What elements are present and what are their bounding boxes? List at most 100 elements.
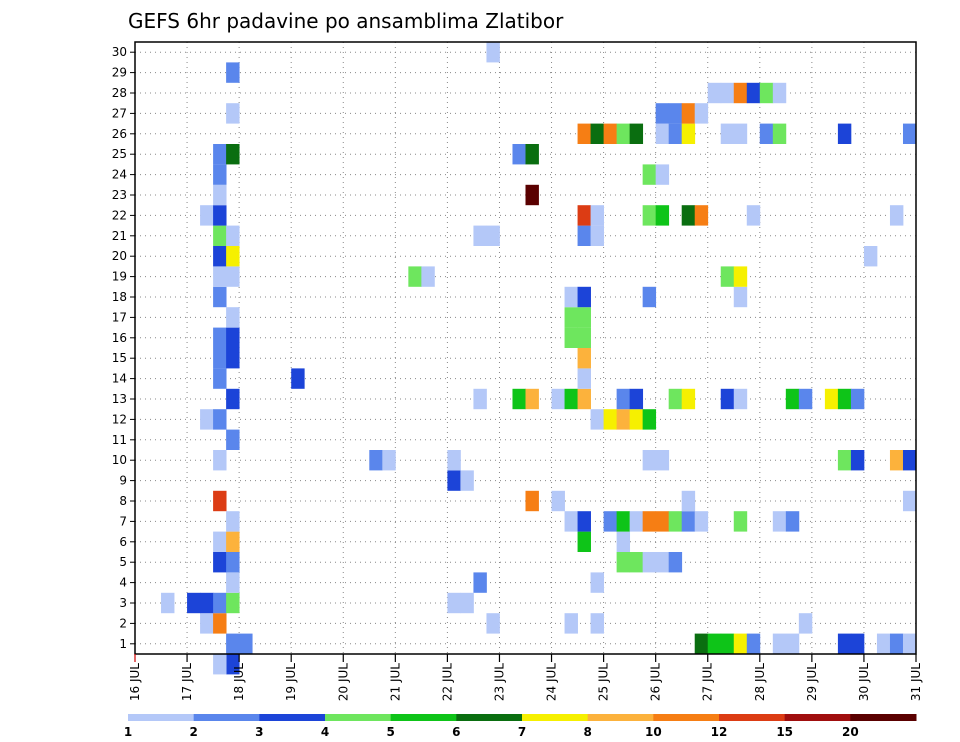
heatmap-cell [577, 388, 591, 410]
heatmap-cell [733, 388, 748, 410]
y-tick-label: 13 [112, 392, 127, 406]
heatmap-cell [577, 531, 591, 552]
x-tick-label: 26 JUL [649, 663, 663, 701]
heatmap-cell [564, 511, 578, 532]
y-tick-label: 1 [119, 637, 127, 651]
y-tick-label: 8 [119, 494, 127, 508]
heatmap-cell [798, 388, 813, 410]
colorbar-swatch [390, 714, 457, 721]
heatmap-cell [746, 205, 761, 226]
heatmap-cell [291, 368, 305, 389]
heatmap-cell [694, 633, 709, 654]
x-tick-label: 28 JUL [753, 663, 767, 701]
heatmap-cell [681, 205, 696, 226]
heatmap-cell [525, 184, 539, 206]
colorbar-label: 3 [255, 725, 263, 739]
heatmap-cell [603, 511, 618, 532]
heatmap-cell [720, 123, 735, 144]
heatmap-cell [161, 592, 175, 614]
heatmap-cell [213, 348, 227, 369]
heatmap-cell [733, 511, 748, 532]
heatmap-cell [213, 144, 227, 165]
heatmap-cell [577, 307, 591, 328]
heatmap-cell [577, 123, 591, 144]
y-tick-label: 16 [112, 331, 127, 345]
x-tick-label: 19 JUL [284, 663, 298, 701]
heatmap-cell [486, 613, 500, 634]
heatmap-cell [369, 450, 383, 471]
y-tick-label: 18 [112, 290, 127, 304]
heatmap-cell [616, 123, 631, 144]
heatmap-cell [681, 490, 696, 512]
heatmap-cell [551, 388, 565, 410]
heatmap-cell [681, 388, 696, 410]
y-tick-label: 29 [112, 66, 127, 80]
heatmap-cell [655, 164, 670, 185]
colorbar-label: 20 [842, 725, 859, 739]
heatmap-cell [785, 511, 800, 532]
heatmap-cell [226, 327, 240, 348]
heatmap-cell [733, 123, 748, 144]
colorbar-swatch [456, 714, 523, 721]
colorbar-label: 4 [321, 725, 329, 739]
heatmap-cell [746, 82, 761, 104]
heatmap-cell [668, 123, 683, 144]
heatmap-cell [733, 633, 748, 654]
heatmap-cell [772, 123, 787, 144]
heatmap-cell [226, 388, 240, 410]
heatmap-cell [590, 205, 604, 226]
x-tick-label: 31 JUL [909, 663, 923, 701]
heatmap-cell [460, 470, 474, 491]
y-tick-label: 2 [119, 616, 127, 630]
heatmap-cell [382, 450, 396, 471]
heatmap-cell [226, 633, 240, 654]
heatmap-cell [226, 348, 240, 369]
heatmap-cell [876, 633, 891, 654]
heatmap-cell [837, 450, 852, 471]
colorbar-label: 10 [645, 725, 662, 739]
heatmap-cell [213, 654, 227, 675]
heatmap-cell [785, 388, 800, 410]
heatmap-cell [629, 409, 644, 430]
heatmap-cell [772, 511, 787, 532]
heatmap-cell [902, 633, 917, 654]
x-tick-label: 22 JUL [440, 663, 454, 701]
heatmap-cell [590, 613, 604, 634]
heatmap-cell [837, 633, 852, 654]
heatmap-cell [213, 368, 227, 389]
heatmap-cell [408, 266, 422, 287]
heatmap-cell [616, 409, 631, 430]
heatmap-cell [772, 633, 787, 654]
heatmap-cell [226, 266, 240, 287]
heatmap-cell [616, 531, 631, 552]
heatmap-cell [564, 286, 578, 308]
heatmap-cell [707, 633, 722, 654]
x-tick-label: 18 JUL [232, 663, 246, 701]
heatmap-cell [655, 205, 670, 226]
heatmap-cell [616, 552, 631, 573]
heatmap-cell [200, 592, 214, 614]
y-tick-label: 15 [112, 351, 127, 365]
heatmap-cell [629, 552, 644, 573]
heatmap-cell [239, 633, 253, 654]
colorbar-label: 15 [776, 725, 793, 739]
heatmap-cell [785, 633, 800, 654]
heatmap-cell [655, 450, 670, 471]
heatmap-cell [512, 144, 526, 165]
colorbar-label: 2 [189, 725, 197, 739]
heatmap-cell [863, 246, 878, 267]
heatmap-cell [824, 388, 839, 410]
heatmap-cell [655, 123, 670, 144]
colorbar-swatch [193, 714, 260, 721]
heatmap-cell [226, 103, 240, 124]
colorbar-swatch [784, 714, 851, 721]
heatmap-cell [473, 225, 487, 246]
heatmap-cell [200, 409, 214, 430]
heatmap-cell [655, 103, 670, 124]
heatmap-cell [642, 164, 657, 185]
heatmap-cell [720, 82, 735, 104]
heatmap-cell [226, 654, 240, 675]
heatmap-cell [226, 225, 240, 246]
heatmap-cell [798, 613, 813, 634]
heatmap-cell [642, 205, 657, 226]
